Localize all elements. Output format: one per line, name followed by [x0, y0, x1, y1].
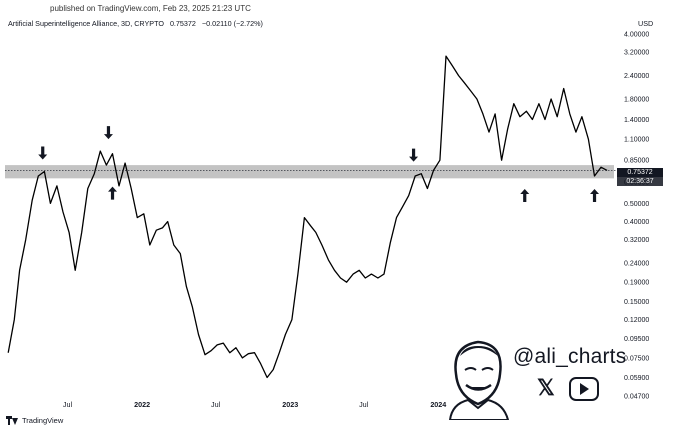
symbol-header: Artificial Superintelligence Alliance, 3…: [8, 19, 267, 28]
x-tick-label: Jul: [211, 400, 221, 409]
up-arrow-icon: [108, 186, 118, 200]
social-links: 𝕏: [537, 375, 599, 401]
tradingview-logo-icon: [6, 416, 18, 425]
x-tick-label: Jul: [359, 400, 369, 409]
y-tick-label: 0.12000: [624, 317, 649, 324]
up-arrow-icon: [590, 188, 600, 202]
currency-label: USD: [638, 19, 654, 28]
y-tick-label: 1.80000: [624, 97, 649, 104]
x-tick-label: 2023: [282, 400, 298, 409]
down-arrow-icon: [103, 126, 113, 140]
y-tick-label: 0.40000: [624, 219, 649, 226]
y-tick-label: 0.04700: [624, 394, 649, 401]
footer-brand: TradingView: [22, 416, 64, 425]
y-tick-label: 0.07500: [624, 355, 649, 362]
y-tick-label: 0.19000: [624, 280, 649, 287]
up-arrow-icon: [520, 188, 530, 202]
price-line: [7, 55, 608, 379]
y-tick-label: 3.20000: [624, 50, 649, 57]
x-tick-label: 2022: [134, 400, 150, 409]
symbol-name: Artificial Superintelligence Alliance, 3…: [8, 19, 164, 28]
published-note: published on TradingView.com, Feb 23, 20…: [50, 4, 251, 13]
support-zone: [5, 165, 614, 179]
down-arrow-icon: [38, 146, 48, 160]
last-price-tag: 0.75372: [617, 168, 663, 177]
y-tick-label: 1.10000: [624, 137, 649, 144]
y-tick-label: 0.09500: [624, 336, 649, 343]
y-tick-label: 0.15000: [624, 299, 649, 306]
y-tick-label: 4.00000: [624, 32, 649, 39]
x-tick-label: 2024: [430, 400, 446, 409]
symbol-price: 0.75372: [169, 19, 196, 28]
y-tick-label: 0.24000: [624, 261, 649, 268]
y-tick-label: 0.85000: [624, 158, 649, 165]
x-logo-icon[interactable]: 𝕏: [537, 375, 555, 400]
x-tick-label: Jul: [63, 400, 73, 409]
youtube-play-icon[interactable]: [568, 377, 599, 401]
down-arrow-icon: [409, 148, 419, 162]
countdown-tag: 02:36:37: [617, 177, 663, 186]
y-tick-label: 0.05900: [624, 375, 649, 382]
author-handle: @ali_charts: [513, 345, 627, 368]
y-tick-label: 2.40000: [624, 73, 649, 80]
y-tick-label: 1.40000: [624, 117, 649, 124]
tradingview-footer: TradingView: [6, 416, 63, 425]
symbol-change: −0.02110 (−2.72%): [201, 19, 263, 28]
y-tick-label: 0.32000: [624, 237, 649, 244]
y-tick-label: 0.50000: [624, 201, 649, 208]
author-avatar: [448, 340, 510, 420]
